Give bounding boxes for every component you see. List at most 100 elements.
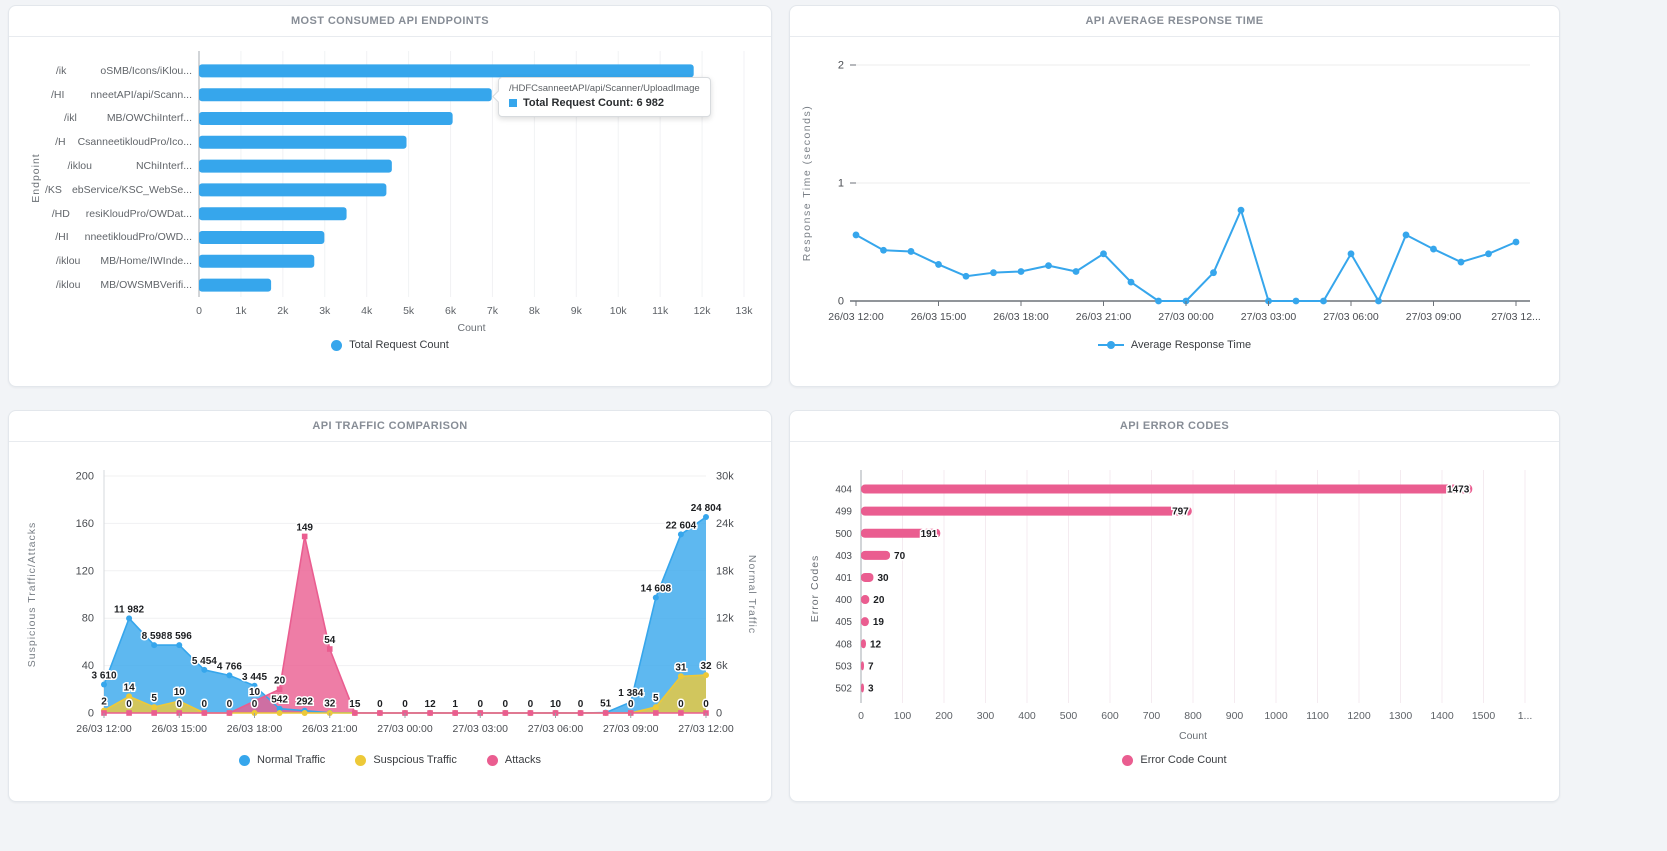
svg-text:14: 14: [124, 682, 136, 693]
endpoints-legend: Total Request Count: [9, 339, 771, 351]
svg-text:800: 800: [1184, 710, 1202, 722]
endpoints-bar-chart-canvas[interactable]: 0 1k 2k 3k 4k 5k 6k 7k 8k 9k 10k 11k 12k 13k Count Endp…: [9, 37, 771, 337]
svg-text:542: 542: [271, 695, 288, 706]
tooltip-value: Total Request Count: 6 982: [523, 97, 664, 109]
svg-text:120: 120: [76, 565, 94, 577]
svg-text:7: 7: [868, 661, 874, 672]
svg-text:0: 0: [477, 699, 483, 710]
svg-text:3: 3: [868, 683, 874, 694]
svg-text:0: 0: [678, 699, 684, 710]
svg-text:24 804: 24 804: [691, 503, 722, 514]
legend-item-suspcious-traffic[interactable]: Suspcious Traffic: [355, 754, 457, 766]
endpoint-label: /H CsanneetikloudPro/Ico...: [55, 136, 192, 149]
legend-label: Total Request Count: [349, 339, 449, 351]
svg-text:15: 15: [349, 699, 361, 710]
svg-text:500: 500: [835, 529, 852, 540]
panel-api-traffic-comparison: API TRAFFIC COMPARISON 0 0 40 6k 80 12k 120 18k…: [8, 410, 772, 802]
legend-label: Suspcious Traffic: [373, 754, 457, 766]
svg-text:3k: 3k: [319, 305, 331, 317]
panel-header: API ERROR CODES: [790, 411, 1559, 442]
endpoints-chart-area: 0 1k 2k 3k 4k 5k 6k 7k 8k 9k 10k 11k 12k 13k Count Endp…: [9, 37, 771, 386]
svg-text:6k: 6k: [716, 660, 728, 672]
svg-text:26/03 12:00: 26/03 12:00: [76, 723, 132, 735]
svg-text:26/03 12:00: 26/03 12:00: [828, 311, 884, 323]
chart-tooltip: /HDFCsanneetAPI/api/Scanner/UploadImage …: [492, 77, 711, 117]
svg-text:4 766: 4 766: [217, 661, 242, 672]
legend-item-attacks[interactable]: Attacks: [486, 754, 541, 766]
svg-text:27/03 06:00: 27/03 06:00: [1323, 311, 1379, 323]
svg-text:26/03 15:00: 26/03 15:00: [911, 311, 967, 323]
svg-text:Endpoint: Endpoint: [30, 153, 42, 202]
svg-text:100: 100: [894, 710, 912, 722]
svg-text:26/03 21:00: 26/03 21:00: [1076, 311, 1132, 323]
endpoint-label: /HI nneetAPI/api/Scann...: [51, 88, 192, 101]
svg-text:Error Codes: Error Codes: [809, 555, 821, 623]
svg-text:700: 700: [1143, 710, 1161, 722]
svg-text:0: 0: [227, 699, 233, 710]
svg-text:8k: 8k: [529, 305, 541, 317]
svg-text:27/03 09:00: 27/03 09:00: [1406, 311, 1462, 323]
legend-item-total-request-count[interactable]: Total Request Count: [331, 339, 449, 351]
svg-text:11k: 11k: [652, 305, 669, 317]
svg-text:26/03 15:00: 26/03 15:00: [152, 723, 208, 735]
svg-text:1200: 1200: [1347, 710, 1371, 722]
legend-item-error-code-count[interactable]: Error Code Count: [1122, 754, 1227, 766]
svg-text:503: 503: [835, 661, 852, 672]
svg-text:5k: 5k: [403, 305, 415, 317]
legend-item-average-response-time[interactable]: Average Response Time: [1097, 339, 1251, 351]
svg-text:4k: 4k: [361, 305, 373, 317]
legend-label: Error Code Count: [1140, 754, 1227, 766]
legend-item-normal-traffic[interactable]: Normal Traffic: [239, 754, 325, 766]
tooltip-series-swatch-icon: [509, 99, 517, 107]
tooltip-value-row: Total Request Count: 6 982: [509, 97, 700, 109]
svg-text:27/03 03:00: 27/03 03:00: [1241, 311, 1297, 323]
endpoint-label: /ik oSMB/Icons/iKlou...: [55, 64, 192, 77]
panel-title: API AVERAGE RESPONSE TIME: [1085, 15, 1264, 27]
legend-dot-icon: [239, 754, 251, 766]
svg-text:0: 0: [196, 305, 202, 317]
endpoint-label: /iklou NChiInterf...: [67, 160, 192, 173]
svg-text:191: 191: [921, 529, 938, 540]
svg-text:80: 80: [82, 613, 94, 625]
svg-text:0: 0: [252, 699, 258, 710]
svg-text:30: 30: [877, 573, 889, 584]
svg-text:1400: 1400: [1430, 710, 1454, 722]
endpoint-label: /KS ebService/KSC_WebSe...: [45, 183, 192, 196]
svg-text:27/03 12...: 27/03 12...: [1491, 311, 1541, 323]
legend-dot-icon: [331, 339, 343, 351]
svg-text:26/03 18:00: 26/03 18:00: [227, 723, 283, 735]
svg-text:Count: Count: [1179, 730, 1207, 742]
panel-title: MOST CONSUMED API ENDPOINTS: [290, 15, 489, 27]
tooltip-title: /HDFCsanneetAPI/api/Scanner/UploadImage: [509, 83, 700, 94]
svg-text:149: 149: [296, 522, 313, 533]
legend-dot-icon: [486, 754, 498, 766]
svg-text:27/03 12:00: 27/03 12:00: [678, 723, 734, 735]
svg-text:5: 5: [151, 693, 157, 704]
panel-most-consumed-api-endpoints: MOST CONSUMED API ENDPOINTS 0 1k 2k 3k 4k 5k 6…: [8, 5, 772, 387]
svg-text:18k: 18k: [716, 565, 734, 577]
traffic-chart-area: 0 0 40 6k 80 12k 120 18k 160 24k 200 30k 26/03 12:00…: [9, 442, 771, 801]
endpoint-label: /HI nneetikloudPro/OWD...: [55, 231, 192, 244]
endpoint-label: /HD resiKloudPro/OWDat...: [51, 207, 192, 220]
svg-text:54: 54: [324, 635, 336, 646]
legend-label: Attacks: [504, 754, 541, 766]
svg-text:0: 0: [838, 296, 844, 308]
svg-text:14 608: 14 608: [641, 584, 672, 595]
svg-text:27/03 00:00: 27/03 00:00: [377, 723, 433, 735]
error-codes-bar-chart-canvas[interactable]: 0 100 200 300 400 500 600 700 800 900 1000 1100 1200…: [790, 442, 1559, 748]
svg-text:900: 900: [1226, 710, 1244, 722]
svg-text:403: 403: [835, 551, 852, 562]
svg-text:1500: 1500: [1472, 710, 1496, 722]
svg-text:797: 797: [1172, 507, 1189, 518]
svg-text:27/03 09:00: 27/03 09:00: [603, 723, 659, 735]
svg-text:0: 0: [858, 710, 864, 722]
svg-text:32: 32: [324, 699, 336, 710]
svg-text:200: 200: [935, 710, 953, 722]
svg-text:1473: 1473: [1447, 485, 1470, 496]
svg-text:7k: 7k: [487, 305, 499, 317]
svg-text:20: 20: [873, 595, 885, 606]
svg-text:51: 51: [600, 699, 612, 710]
response-time-line-chart-canvas[interactable]: 0 1 2 26/03 12:00 26/03 15:00 26/03 18:00 26/0…: [790, 37, 1559, 329]
svg-text:1...: 1...: [1518, 710, 1533, 722]
